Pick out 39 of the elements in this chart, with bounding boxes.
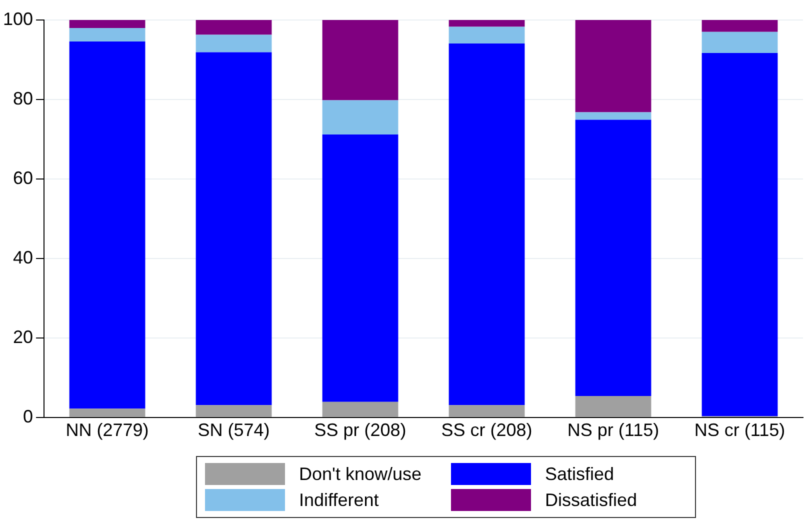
bar <box>322 402 398 417</box>
bar <box>448 43 525 406</box>
bar <box>69 20 146 28</box>
y-tick-label: 20 <box>13 326 34 347</box>
bar <box>575 120 652 396</box>
bar <box>196 34 272 52</box>
y-tick-label: 80 <box>13 88 34 108</box>
x-tick-label: SN (574) <box>198 420 270 440</box>
bar <box>448 20 525 27</box>
x-tick-label: NS cr (115) <box>694 420 786 440</box>
bar <box>575 396 652 417</box>
bar <box>702 20 778 32</box>
x-tick-label: SS pr (208) <box>314 420 406 440</box>
y-tick-label: 0 <box>23 406 34 426</box>
y-tick-label: 40 <box>13 247 34 268</box>
bar <box>69 41 146 409</box>
bar <box>196 20 272 35</box>
legend-label: Dissatisfied <box>545 490 638 510</box>
bar <box>196 52 272 406</box>
bar <box>322 20 398 100</box>
bar <box>575 20 652 112</box>
bar <box>448 26 525 44</box>
legend-label: Don't know/use <box>299 464 422 484</box>
bar <box>322 100 398 134</box>
x-tick-label: SS cr (208) <box>441 420 532 440</box>
y-tick-label: 100 <box>2 8 34 29</box>
y-tick-label: 60 <box>13 168 34 188</box>
bar <box>69 408 146 417</box>
bar <box>196 405 272 417</box>
bar <box>702 32 778 53</box>
legend-label: Indifferent <box>299 490 379 510</box>
x-tick-label: NN (2779) <box>66 420 149 440</box>
x-tick-label: NS pr (115) <box>567 420 660 440</box>
bar <box>322 134 398 402</box>
legend-label: Satisfied <box>545 464 614 484</box>
bar <box>702 52 778 416</box>
bar <box>575 112 652 120</box>
bar <box>69 28 146 42</box>
bar <box>448 405 525 417</box>
